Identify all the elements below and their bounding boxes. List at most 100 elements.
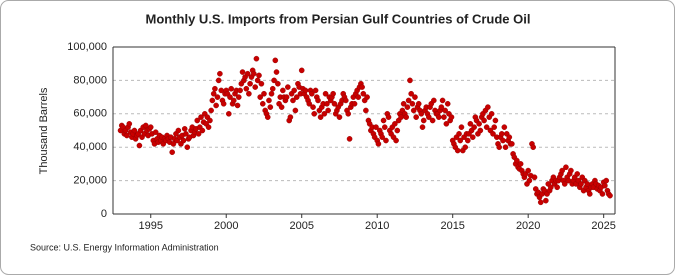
data-point: [537, 199, 544, 206]
data-point: [243, 85, 250, 92]
data-point: [476, 121, 482, 127]
data-point: [502, 144, 509, 150]
data-point: [496, 144, 503, 150]
data-point: [438, 104, 445, 110]
data-point: [124, 132, 130, 139]
data-point: [152, 129, 159, 135]
data-point: [413, 114, 419, 120]
data-point: [454, 147, 461, 154]
data-point: [264, 114, 271, 120]
y-tick-label: 100,000: [67, 41, 107, 53]
y-tick-label: 20,000: [73, 175, 107, 187]
data-point: [403, 114, 409, 120]
data-point: [485, 104, 491, 110]
data-point: [253, 55, 260, 62]
x-tick-label: 2025: [591, 220, 615, 232]
data-point: [404, 104, 411, 110]
data-point: [364, 94, 370, 100]
data-point: [212, 85, 218, 92]
data-point: [345, 111, 352, 117]
data-point: [448, 114, 455, 120]
data-point: [498, 131, 505, 137]
data-point: [285, 84, 291, 90]
data-point: [441, 114, 447, 120]
data-point: [360, 90, 367, 97]
data-point: [315, 97, 321, 104]
data-point: [394, 127, 401, 134]
data-point: [184, 144, 191, 150]
data-point: [261, 90, 267, 97]
data-point: [213, 102, 219, 109]
data-point: [266, 97, 272, 104]
data-point: [239, 69, 246, 75]
data-point: [559, 167, 565, 174]
data-point: [469, 134, 476, 140]
data-point: [322, 90, 329, 97]
data-point: [207, 117, 213, 124]
data-point: [526, 177, 533, 184]
data-point: [180, 137, 187, 144]
data-point: [292, 107, 299, 114]
data-point: [385, 114, 392, 120]
data-point: [257, 94, 264, 100]
data-point: [234, 102, 241, 109]
data-point: [514, 157, 520, 164]
data-point: [561, 181, 568, 187]
data-point: [380, 117, 387, 124]
data-point: [267, 104, 274, 110]
data-point: [147, 124, 154, 130]
data-point: [230, 97, 237, 104]
data-point: [298, 67, 305, 74]
data-point: [227, 94, 233, 100]
data-point: [269, 85, 276, 92]
y-axis-label: Thousand Barrels: [38, 87, 50, 174]
data-point: [491, 124, 498, 130]
data-point: [199, 127, 206, 134]
data-point: [246, 90, 252, 97]
data-point: [530, 144, 536, 150]
data-point: [317, 114, 324, 120]
data-point: [259, 100, 266, 107]
data-point: [481, 117, 487, 124]
data-point: [408, 90, 414, 97]
data-point: [426, 114, 432, 120]
data-point: [477, 127, 484, 134]
data-point: [548, 184, 554, 191]
data-point: [409, 100, 416, 107]
data-point: [467, 121, 474, 127]
data-point: [578, 181, 584, 187]
data-point: [471, 124, 477, 130]
data-point: [456, 131, 462, 137]
data-point: [531, 174, 538, 181]
y-tick-label: 0: [101, 208, 107, 220]
data-point: [568, 167, 574, 174]
data-point: [458, 124, 465, 130]
data-point: [209, 97, 216, 104]
data-point: [359, 84, 365, 90]
data-point: [290, 97, 296, 104]
data-point: [442, 107, 448, 114]
data-point: [490, 131, 496, 137]
data-point: [379, 134, 385, 140]
data-point: [126, 121, 133, 127]
chart-title: Monthly U.S. Imports from Persian Gulf C…: [146, 11, 531, 26]
data-point: [183, 131, 189, 137]
data-point: [324, 100, 330, 107]
data-point: [363, 107, 369, 114]
data-point: [381, 124, 388, 130]
data-point: [554, 184, 560, 191]
data-point: [501, 124, 508, 130]
data-point: [310, 104, 316, 110]
x-tick-label: 2005: [289, 220, 313, 232]
data-point: [258, 80, 265, 87]
data-point: [287, 114, 294, 120]
data-point: [429, 117, 436, 124]
x-tick-label: 2010: [365, 220, 389, 232]
data-point: [443, 121, 450, 127]
data-point: [457, 137, 464, 144]
data-point: [393, 137, 399, 144]
data-point: [431, 97, 437, 104]
data-point: [175, 127, 182, 134]
data-point: [517, 161, 524, 167]
data-point: [302, 87, 309, 94]
